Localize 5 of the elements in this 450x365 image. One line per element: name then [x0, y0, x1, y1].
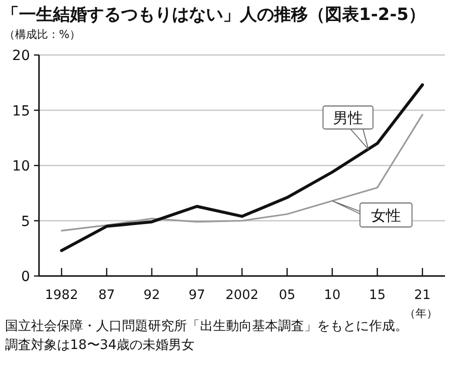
title: 「一生結婚するつもりはない」人の推移（図表1-2-5）: [2, 5, 426, 25]
annotation: 国立社会保障・人口問題研究所「出生動向基本調査」をもとに作成。: [5, 319, 408, 334]
ylabel: （構成比：%）: [4, 28, 80, 41]
annotation: 調査対象は18〜34歳の未婚男女: [5, 338, 195, 353]
xlabel: （年）: [404, 307, 438, 320]
